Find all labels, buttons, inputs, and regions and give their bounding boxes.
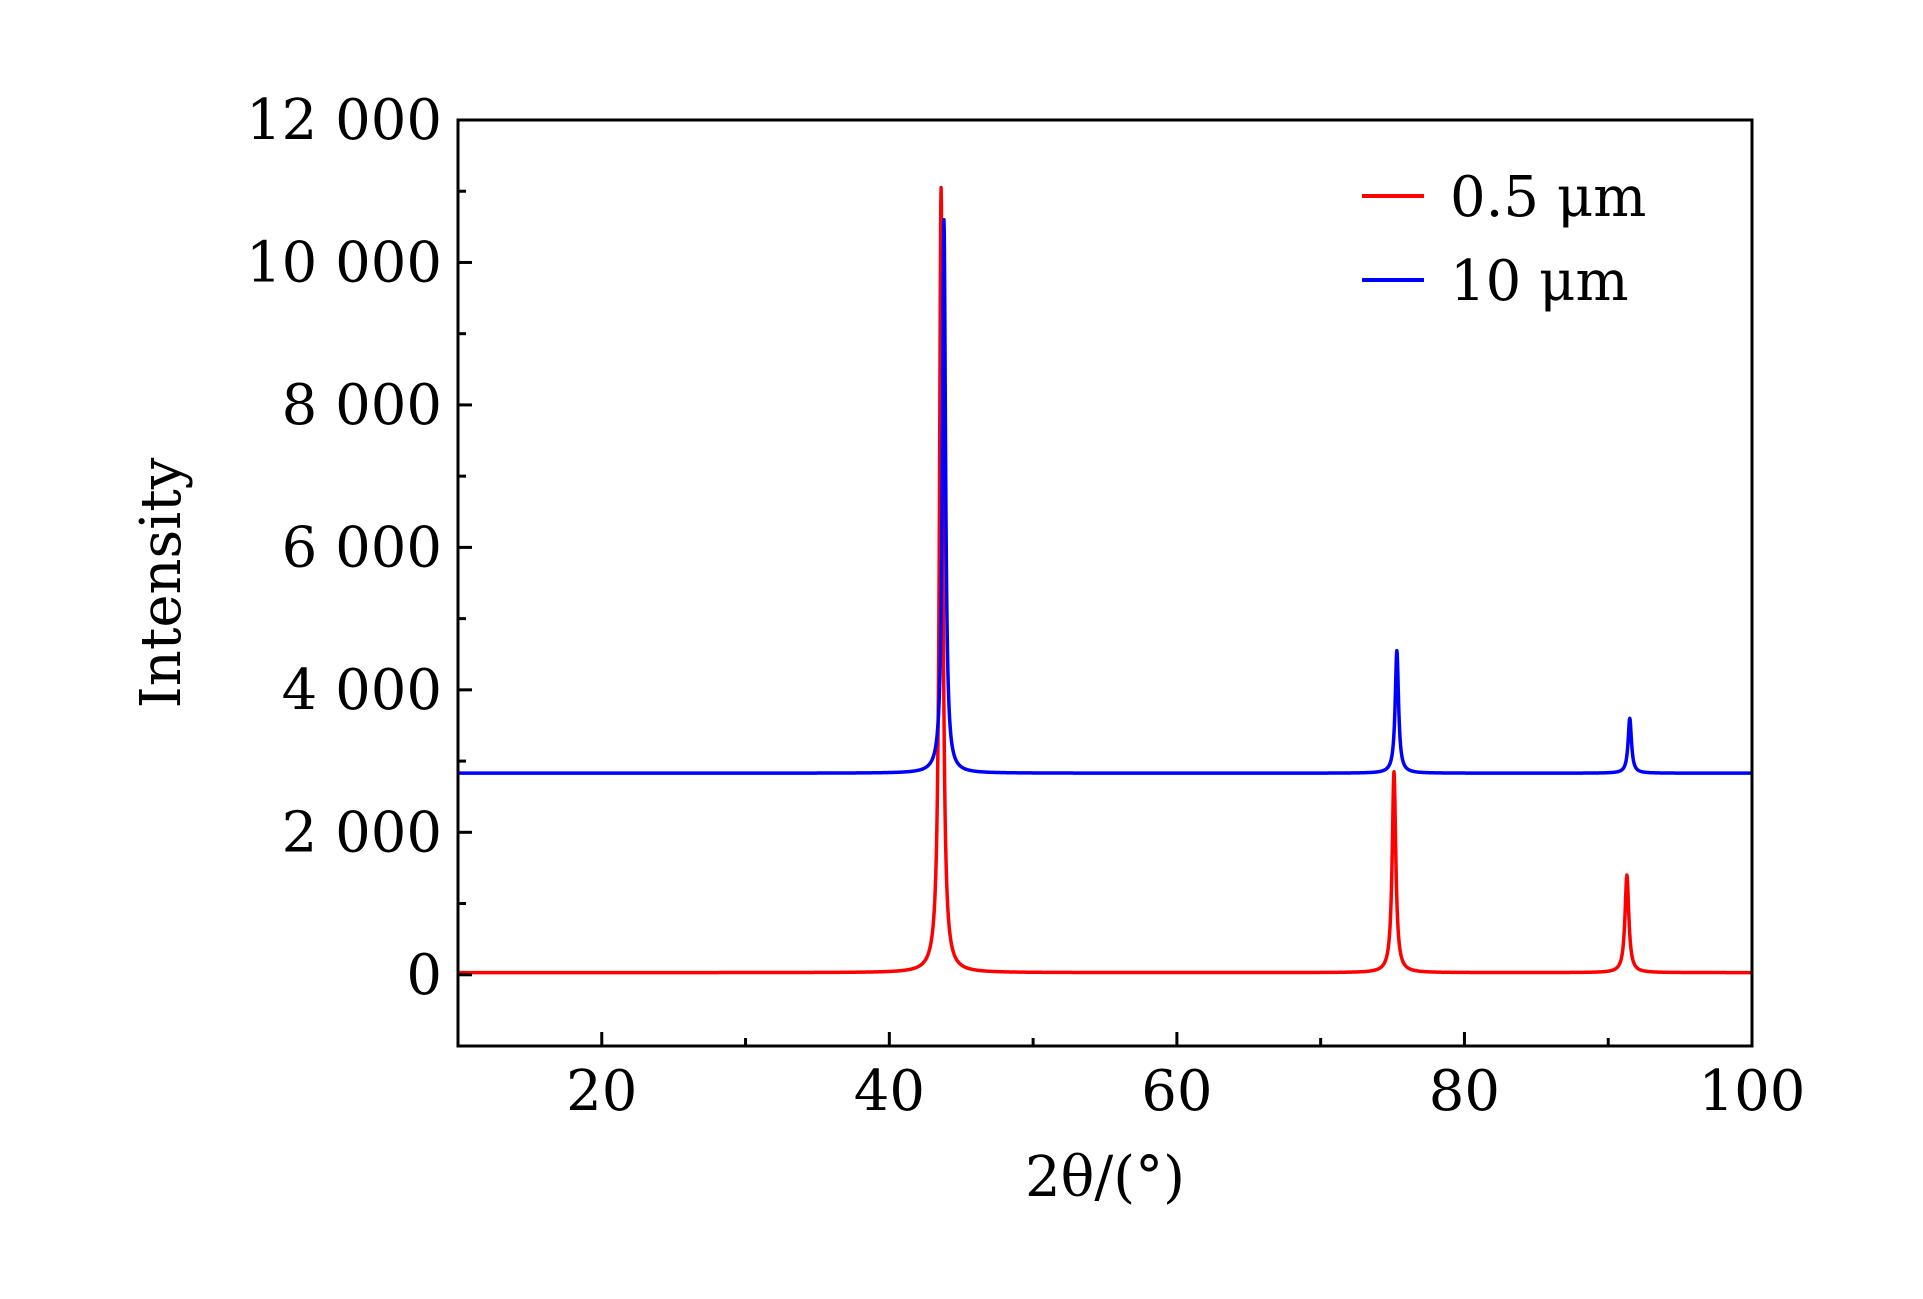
y-tick-label: 12 000: [246, 88, 442, 153]
y-tick-label: 8 000: [282, 373, 442, 438]
y-axis: 0 2 000 4 000 6 000 8 000 10 000 12 000: [246, 88, 472, 1048]
x-tick-label: 40: [854, 1059, 925, 1124]
x-axis-title: 2θ/(°): [1025, 1145, 1185, 1210]
y-tick-label: 6 000: [282, 515, 442, 580]
x-tick-label: 20: [566, 1059, 637, 1124]
y-tick-label: 0: [406, 943, 442, 1008]
y-tick-label: 4 000: [282, 658, 442, 723]
legend-label-2: 10 μm: [1450, 249, 1629, 314]
plot-frame: [456, 118, 1754, 1048]
x-tick-label: 60: [1141, 1059, 1212, 1124]
y-tick-label: 10 000: [246, 230, 442, 295]
series-line-2: [456, 217, 1754, 775]
x-tick-label: 80: [1429, 1059, 1500, 1124]
x-tick-label: 100: [1699, 1059, 1806, 1124]
series-line-1: [456, 185, 1754, 975]
plot-content: [456, 185, 1754, 975]
y-axis-title: Intensity: [129, 457, 194, 708]
x-axis: 20 40 60 80 100: [456, 1032, 1806, 1124]
legend: 0.5 μm 10 μm: [1362, 165, 1646, 314]
legend-label-1: 0.5 μm: [1450, 165, 1646, 230]
y-tick-label: 2 000: [282, 800, 442, 865]
